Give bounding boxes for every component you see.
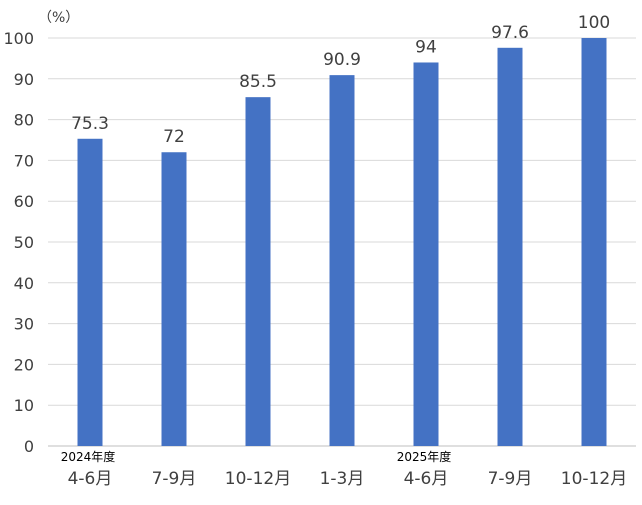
y-tick-label: 90 bbox=[14, 70, 34, 89]
x-category-label: 4-6月 bbox=[404, 469, 449, 489]
y-tick-label: 40 bbox=[14, 274, 34, 293]
data-label: 75.3 bbox=[71, 114, 109, 134]
data-label: 97.6 bbox=[491, 23, 529, 43]
x-category-label: 7-9月 bbox=[488, 469, 533, 489]
y-tick-label: 30 bbox=[14, 315, 34, 334]
y-axis-unit-label: （%） bbox=[38, 10, 79, 26]
bar bbox=[413, 62, 439, 446]
bar bbox=[245, 97, 271, 446]
x-category-label: 10-12月 bbox=[225, 469, 291, 489]
bar bbox=[77, 138, 103, 446]
y-tick-label: 60 bbox=[14, 192, 34, 211]
x-category-label: 10-12月 bbox=[561, 469, 627, 489]
data-labels: 75.3 72 85.5 90.9 94 97.6 100 bbox=[71, 13, 610, 147]
y-tick-label: 100 bbox=[3, 29, 34, 48]
y-tick-label: 80 bbox=[14, 111, 34, 130]
bar bbox=[161, 152, 187, 447]
fiscal-year-label: 2024年度 bbox=[61, 449, 116, 464]
data-label: 100 bbox=[578, 13, 610, 33]
bar bbox=[497, 47, 523, 447]
data-label: 72 bbox=[163, 127, 185, 147]
y-tick-label: 20 bbox=[14, 355, 34, 374]
year-labels: 2024年度 2025年度 bbox=[61, 449, 452, 464]
y-axis-ticks: 0 10 20 30 40 50 60 70 80 90 100 bbox=[3, 29, 34, 456]
bar bbox=[329, 75, 355, 447]
bar bbox=[581, 38, 607, 446]
x-category-label: 4-6月 bbox=[68, 469, 113, 489]
data-label: 90.9 bbox=[323, 50, 361, 70]
data-label: 85.5 bbox=[239, 72, 277, 92]
x-category-label: 1-3月 bbox=[320, 469, 365, 489]
fiscal-year-label: 2025年度 bbox=[397, 449, 452, 464]
y-tick-label: 50 bbox=[14, 233, 34, 252]
x-axis-categories: 4-6月 7-9月 10-12月 1-3月 4-6月 7-9月 10-12月 bbox=[68, 469, 628, 489]
data-label: 94 bbox=[415, 37, 437, 57]
y-tick-label: 10 bbox=[14, 396, 34, 415]
y-tick-label: 0 bbox=[24, 437, 34, 456]
x-category-label: 7-9月 bbox=[152, 469, 197, 489]
y-tick-label: 70 bbox=[14, 151, 34, 170]
bars bbox=[77, 38, 607, 447]
